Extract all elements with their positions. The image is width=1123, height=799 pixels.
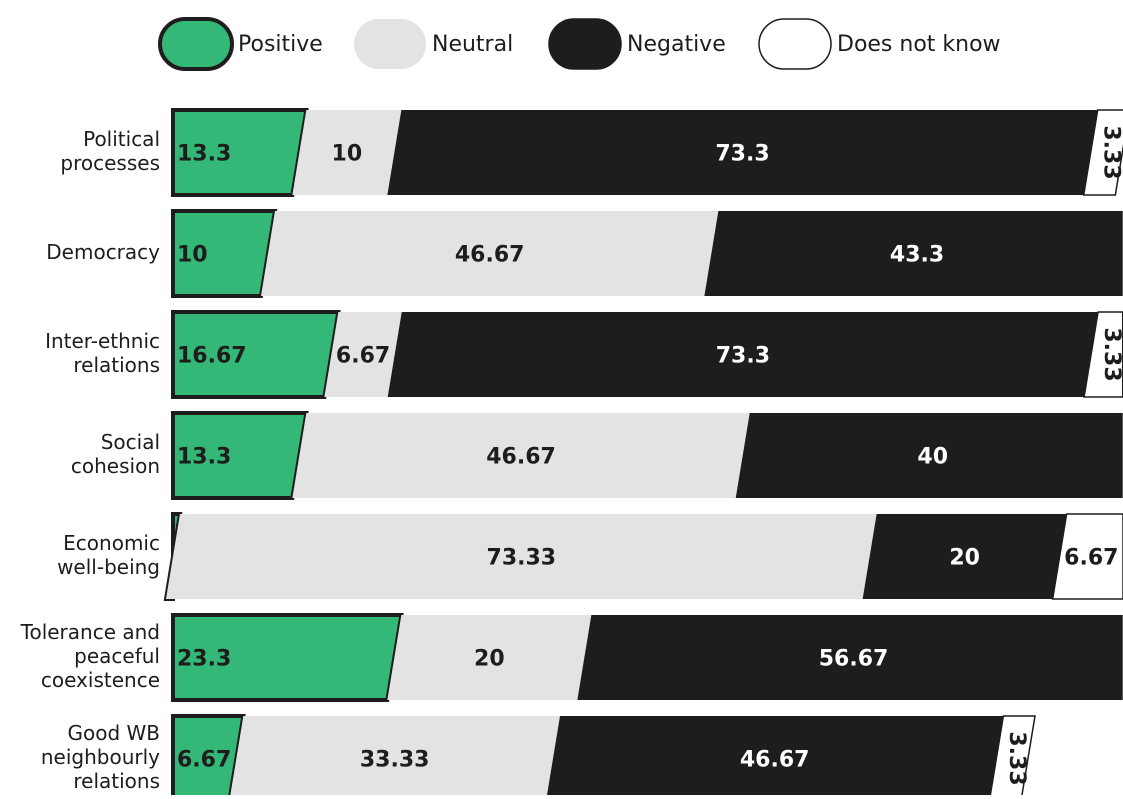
- category-label: cohesion: [71, 454, 160, 478]
- value-label: 13.3: [177, 445, 231, 470]
- bar-segment: [387, 110, 1098, 195]
- bar-segment: [292, 413, 750, 498]
- bar-segment: [704, 211, 1123, 296]
- value-label: 46.67: [455, 243, 525, 268]
- value-label: 73.3: [716, 344, 770, 369]
- category-label: Political: [83, 127, 160, 151]
- value-label: 56.67: [819, 647, 889, 672]
- legend-label: Neutral: [432, 32, 513, 57]
- bars: 13.3 10 73.3 3.33 10 46.67 43.3 16.67 6.67 73.3 3.…: [163, 108, 1123, 799]
- bar-segment: [261, 211, 719, 296]
- value-label: 6.67: [1064, 546, 1118, 571]
- value-label: 46.67: [486, 445, 556, 470]
- category-label: processes: [60, 151, 160, 175]
- value-label: 16.67: [177, 344, 247, 369]
- bar-segment: [1051, 513, 1123, 600]
- category-label: coexistence: [41, 668, 160, 692]
- value-label: 6.67: [177, 748, 231, 773]
- bar-segment: [229, 716, 560, 799]
- bar-segment: [735, 413, 1123, 498]
- category-label: well-being: [57, 555, 160, 579]
- category-label: neighbourly: [41, 745, 160, 769]
- value-label: 73.33: [487, 546, 557, 571]
- legend-label: Does not know: [837, 32, 1001, 57]
- bar-segment: [387, 615, 592, 700]
- category-label: relations: [73, 353, 160, 377]
- bar-segment: [292, 110, 402, 195]
- category-label: Good WB: [67, 721, 160, 745]
- value-label: 10: [332, 142, 363, 167]
- value-label: 33.33: [360, 748, 430, 773]
- category-label: Tolerance and: [20, 620, 160, 644]
- value-label: 23.3: [177, 647, 231, 672]
- bar-segment: [166, 514, 877, 599]
- category-label: Inter-ethnic: [45, 329, 160, 353]
- legend-swatch: [158, 17, 234, 71]
- bar-segment: [546, 716, 1004, 799]
- legend: Positive Neutral Negative Does not know: [158, 17, 1001, 71]
- value-label: 3.33: [1099, 125, 1123, 179]
- legend-swatch: [354, 19, 426, 69]
- bar-segment: [324, 312, 402, 397]
- value-label: 3.33: [1099, 327, 1123, 381]
- bar-segment: [1082, 109, 1123, 196]
- value-label: 43.3: [890, 243, 944, 268]
- category-label: Democracy: [46, 240, 160, 264]
- value-label: 20: [474, 647, 505, 672]
- value-label: 6.67: [336, 344, 390, 369]
- bar-segment: [988, 715, 1036, 799]
- legend-label: Positive: [238, 32, 323, 57]
- category-label: Economic: [63, 531, 160, 555]
- category-label: relations: [73, 769, 160, 793]
- value-label: 46.67: [740, 748, 810, 773]
- category-label: Social: [101, 430, 160, 454]
- category-labels: PoliticalprocessesDemocracyInter-ethnicr…: [20, 127, 161, 793]
- value-label: 10: [177, 243, 208, 268]
- bar-segment: [387, 312, 1099, 397]
- value-label: 73.3: [715, 142, 769, 167]
- value-label: 3.33: [1004, 731, 1029, 785]
- legend-label: Negative: [627, 32, 726, 57]
- category-label: peaceful: [74, 644, 160, 668]
- value-label: 40: [917, 445, 948, 470]
- value-label: 20: [949, 546, 980, 571]
- legend-swatch: [548, 18, 622, 70]
- bar-segment: [171, 714, 246, 799]
- value-label: 13.3: [177, 142, 231, 167]
- bar-segment: [577, 615, 1123, 700]
- bar-segment: [862, 514, 1067, 599]
- legend-swatch: [758, 18, 832, 70]
